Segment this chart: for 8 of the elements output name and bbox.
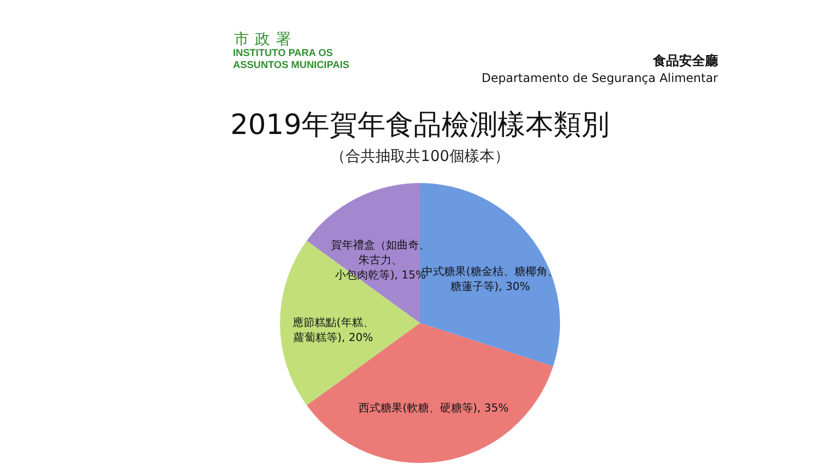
chart-title: 2019年賀年食品檢測樣本類別: [229, 107, 611, 143]
text: Departamento de Segurança Alimentar: [482, 71, 718, 85]
text: INSTITUTO PARA OS ASSUNTOS MUNICIPAIS: [233, 48, 350, 72]
text: 食品安全廳: [653, 52, 718, 70]
chart-subtitle: （合共抽取共100個樣本）: [330, 147, 510, 166]
text: 市政署: [234, 30, 297, 49]
slice-label: 應節糕點(年糕、蘿蔔糕等), 20%: [292, 316, 374, 344]
slice-label: 西式糖果(軟糖、硬糖等), 35%: [358, 402, 509, 415]
